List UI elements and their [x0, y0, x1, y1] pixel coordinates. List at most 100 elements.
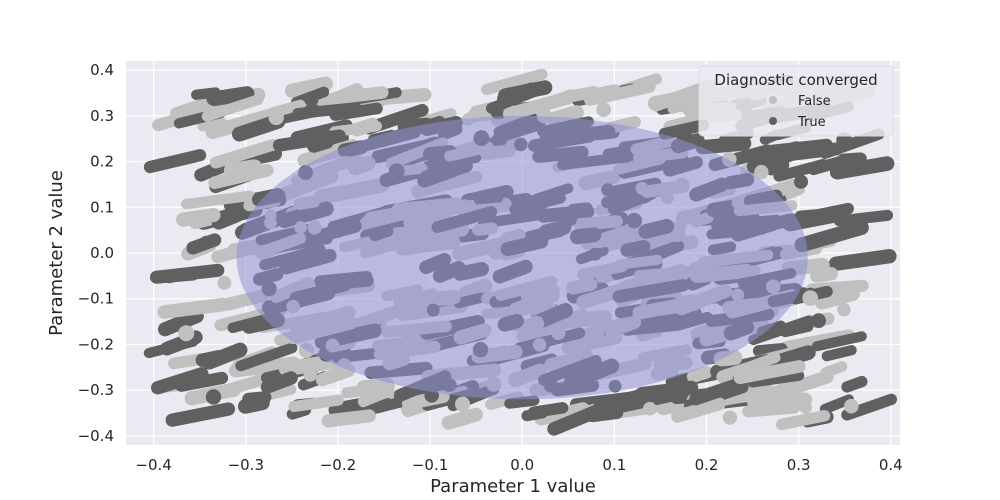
legend-marker — [769, 96, 777, 104]
sample-point — [754, 164, 769, 180]
sample-trail — [191, 87, 221, 100]
sample-trail — [170, 95, 218, 120]
y-tick-label: 0.2 — [90, 153, 114, 171]
sample-trail — [237, 395, 270, 414]
sample-trail — [695, 136, 752, 155]
sample-trail — [841, 375, 868, 393]
sample-trail — [209, 139, 279, 169]
sample-trail — [810, 267, 838, 283]
sample-trail — [197, 117, 227, 132]
y-tick-label: −0.3 — [78, 381, 114, 399]
x-tick-label: 0.3 — [787, 456, 811, 474]
sample-trail — [260, 371, 298, 394]
y-tick-label: −0.1 — [78, 290, 114, 308]
sample-trail — [176, 208, 221, 227]
sample-trail — [284, 76, 333, 99]
y-tick-label: 0.4 — [90, 61, 114, 79]
sample-trail — [546, 89, 577, 108]
sample-trail — [819, 394, 855, 415]
y-axis-label: Parameter 2 value — [46, 170, 67, 336]
sample-point — [753, 394, 770, 411]
legend-marker — [769, 117, 777, 125]
sample-trail — [165, 402, 236, 427]
y-tick-label: 0.3 — [90, 107, 114, 125]
sample-point — [843, 398, 859, 414]
x-tick-label: −0.1 — [412, 456, 448, 474]
sample-trail — [163, 267, 200, 284]
sample-trail — [821, 345, 857, 362]
sample-trail — [689, 379, 741, 406]
sample-point — [178, 325, 195, 342]
sample-trail — [733, 360, 806, 385]
x-tick-label: −0.4 — [135, 456, 171, 474]
sample-trail — [828, 249, 897, 271]
sample-trail — [820, 361, 848, 378]
sample-trail — [657, 397, 694, 416]
sample-trail — [598, 396, 649, 414]
x-tick-label: 0.1 — [602, 456, 626, 474]
sample-trail — [235, 342, 298, 372]
sample-trail — [790, 139, 832, 159]
sample-trail — [180, 190, 256, 210]
sample-trail — [762, 398, 801, 413]
sample-trail — [829, 156, 895, 180]
x-tick-label: −0.3 — [228, 456, 264, 474]
sample-trail — [713, 350, 743, 367]
y-axis-ticks: −0.4 −0.3 −0.2 −0.1 0.0 0.1 0.2 0.3 0.4 — [78, 61, 114, 445]
sample-trail — [752, 343, 788, 357]
sample-trail — [793, 202, 854, 225]
sample-point — [205, 389, 222, 405]
sample-trail — [504, 395, 540, 409]
sample-trail — [481, 68, 548, 96]
sample-trail — [157, 297, 230, 319]
sample-trail — [208, 163, 274, 190]
sample-point — [304, 92, 319, 107]
legend-label: True — [797, 115, 826, 130]
sample-trail — [547, 401, 611, 436]
y-tick-label: −0.2 — [78, 335, 114, 353]
sample-point — [811, 313, 827, 329]
sample-trail — [671, 397, 726, 423]
sample-trail — [498, 80, 553, 103]
x-axis-label: Parameter 1 value — [430, 476, 596, 497]
legend: Diagnostic converged False True — [698, 65, 894, 137]
legend-box — [698, 65, 894, 137]
sample-point — [642, 401, 657, 416]
sample-point — [802, 290, 819, 306]
sample-trail — [736, 352, 781, 376]
sample-trail — [775, 410, 831, 431]
sample-point — [722, 410, 738, 425]
sample-trail — [765, 159, 790, 176]
x-tick-label: 0.0 — [510, 456, 534, 474]
sample-point — [455, 396, 471, 412]
sample-trail — [223, 159, 262, 177]
sample-trail — [201, 342, 248, 370]
sample-trail — [658, 119, 710, 140]
x-tick-label: −0.2 — [320, 456, 356, 474]
sample-trail — [837, 152, 867, 167]
sample-trail — [175, 371, 229, 392]
sample-point — [463, 409, 477, 424]
sample-trail — [206, 86, 255, 107]
sample-trail — [814, 286, 860, 310]
y-tick-label: 0.0 — [90, 244, 114, 262]
sample-trail — [157, 309, 204, 337]
sample-point — [793, 174, 809, 189]
convergence-region — [236, 115, 808, 400]
sample-trail — [527, 402, 569, 418]
sample-point — [217, 276, 232, 290]
sample-point — [200, 235, 213, 249]
x-tick-label: 0.4 — [879, 456, 903, 474]
legend-title: Diagnostic converged — [714, 71, 877, 89]
sample-point — [799, 401, 812, 414]
sample-trail — [272, 129, 346, 152]
sample-trail — [582, 84, 622, 103]
sample-trail — [341, 381, 395, 399]
sample-trail — [292, 102, 362, 119]
sample-point — [268, 109, 284, 126]
sample-trail — [194, 160, 228, 182]
y-tick-label: 0.1 — [90, 198, 114, 216]
sample-trail — [211, 208, 244, 230]
sample-point — [837, 302, 851, 317]
sample-trail — [331, 86, 389, 105]
